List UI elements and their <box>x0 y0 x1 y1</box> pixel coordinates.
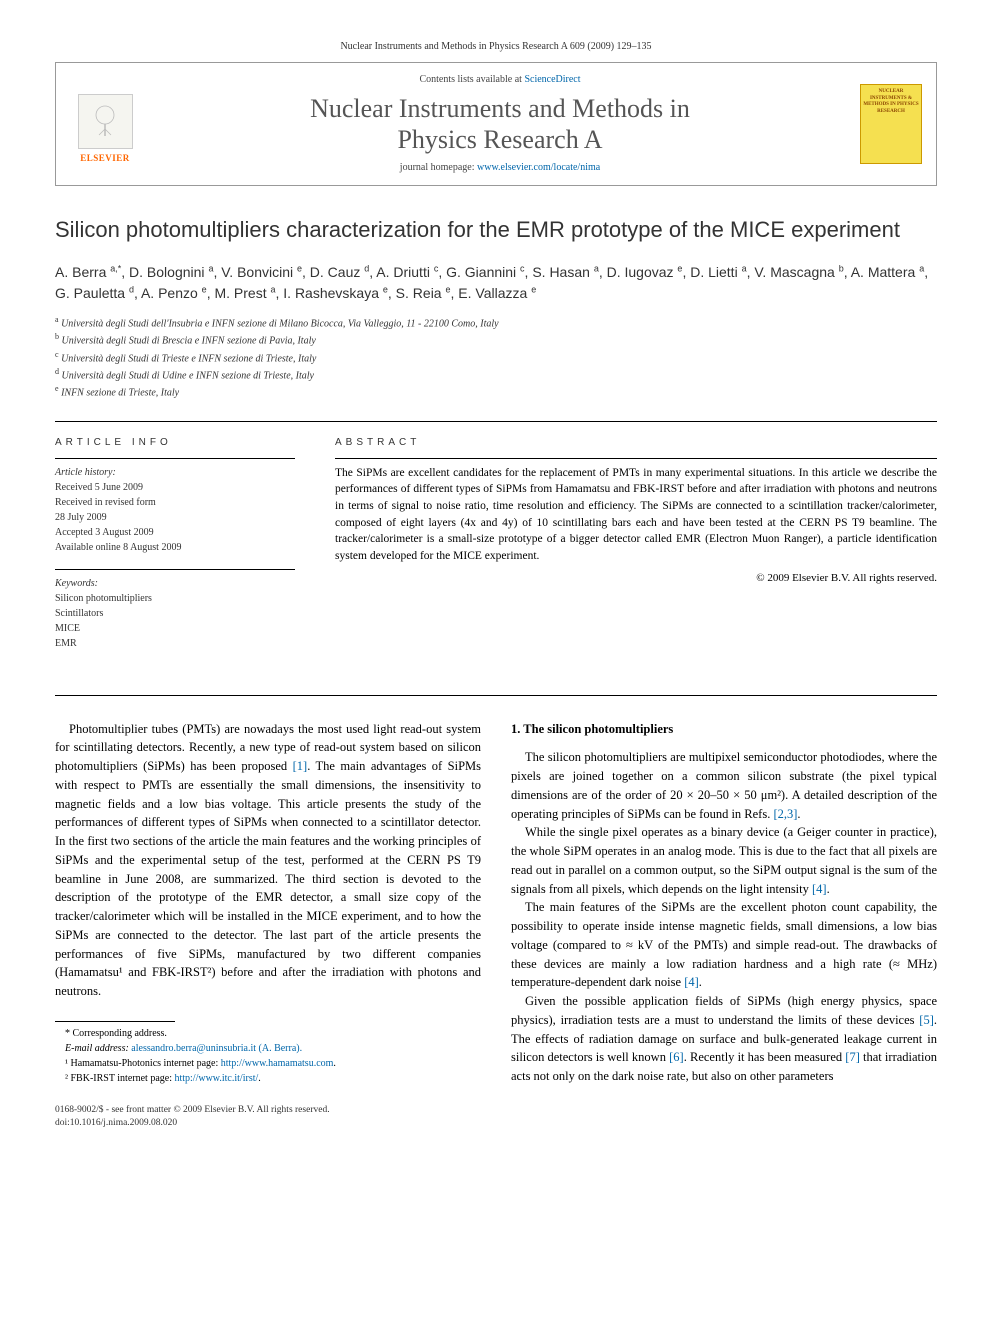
doi-line: doi:10.1016/j.nima.2009.08.020 <box>55 1117 481 1130</box>
article-info-heading: ARTICLE INFO <box>55 436 295 450</box>
keyword: EMR <box>55 636 295 651</box>
contents-available-line: Contents lists available at ScienceDirec… <box>140 73 860 87</box>
article-info-column: ARTICLE INFO Article history: Received 5… <box>55 436 295 665</box>
elsevier-tree-icon <box>78 94 133 149</box>
body-columns: Photomultiplier tubes (PMTs) are nowaday… <box>55 720 937 1131</box>
divider-mid <box>55 695 937 696</box>
abstract-text: The SiPMs are excellent candidates for t… <box>335 458 937 565</box>
abstract-copyright: © 2009 Elsevier B.V. All rights reserved… <box>335 571 937 586</box>
author-email-link[interactable]: alessandro.berra@uninsubria.it (A. Berra… <box>131 1043 302 1054</box>
elsevier-logo: ELSEVIER <box>70 84 140 164</box>
footnote-rule <box>55 1021 175 1022</box>
fn1-label: ¹ Hamamatsu-Photonics internet page: <box>65 1058 221 1069</box>
corresponding-author-note: * Corresponding address. <box>55 1026 481 1041</box>
email-footnote: E-mail address: alessandro.berra@uninsub… <box>55 1041 481 1056</box>
author-list: A. Berra a,*, D. Bolognini a, V. Bonvici… <box>55 262 937 304</box>
fn2-label: ² FBK-IRST internet page: <box>65 1073 174 1084</box>
section-1-p4: Given the possible application fields of… <box>511 992 937 1086</box>
journal-homepage-line: journal homepage: www.elsevier.com/locat… <box>140 161 860 175</box>
fbk-irst-link[interactable]: http://www.itc.it/irst/ <box>174 1073 258 1084</box>
sciencedirect-link[interactable]: ScienceDirect <box>524 74 580 85</box>
journal-homepage-link[interactable]: www.elsevier.com/locate/nima <box>477 162 600 173</box>
section-1-p3: The main features of the SiPMs are the e… <box>511 898 937 992</box>
keyword: Scintillators <box>55 606 295 621</box>
left-column: Photomultiplier tubes (PMTs) are nowaday… <box>55 720 481 1131</box>
abstract-heading: ABSTRACT <box>335 436 937 450</box>
running-header: Nuclear Instruments and Methods in Physi… <box>55 40 937 54</box>
article-title: Silicon photomultipliers characterizatio… <box>55 216 937 244</box>
issn-line: 0168-9002/$ - see front matter © 2009 El… <box>55 1104 481 1117</box>
journal-cover-thumbnail: NUCLEAR INSTRUMENTS & METHODS IN PHYSICS… <box>860 84 922 164</box>
keywords-block: Keywords: Silicon photomultipliers Scint… <box>55 569 295 651</box>
history-line: Accepted 3 August 2009 <box>55 525 295 540</box>
journal-name-line1: Nuclear Instruments and Methods in <box>310 94 690 123</box>
hamamatsu-link[interactable]: http://www.hamamatsu.com <box>221 1058 334 1069</box>
history-line: Available online 8 August 2009 <box>55 540 295 555</box>
journal-header-box: ELSEVIER Contents lists available at Sci… <box>55 62 937 186</box>
abstract-column: ABSTRACT The SiPMs are excellent candida… <box>335 436 937 665</box>
section-1-p2: While the single pixel operates as a bin… <box>511 823 937 898</box>
history-label: Article history: <box>55 465 295 480</box>
contents-prefix: Contents lists available at <box>419 74 524 85</box>
history-line: Received 5 June 2009 <box>55 480 295 495</box>
info-abstract-row: ARTICLE INFO Article history: Received 5… <box>55 436 937 665</box>
header-center: Contents lists available at ScienceDirec… <box>140 73 860 175</box>
history-line: 28 July 2009 <box>55 510 295 525</box>
article-history-block: Article history: Received 5 June 2009 Re… <box>55 458 295 555</box>
divider-top <box>55 421 937 422</box>
keywords-label: Keywords: <box>55 576 295 591</box>
intro-paragraph: Photomultiplier tubes (PMTs) are nowaday… <box>55 720 481 1001</box>
keyword: Silicon photomultipliers <box>55 591 295 606</box>
email-label: E-mail address: <box>65 1043 129 1054</box>
right-column: 1. The silicon photomultipliers The sili… <box>511 720 937 1131</box>
journal-name-line2: Physics Research A <box>397 125 602 154</box>
bottom-meta: 0168-9002/$ - see front matter © 2009 El… <box>55 1104 481 1131</box>
journal-name: Nuclear Instruments and Methods in Physi… <box>140 93 860 155</box>
section-1-title: 1. The silicon photomultipliers <box>511 720 937 739</box>
section-1-p1: The silicon photomultipliers are multipi… <box>511 748 937 823</box>
affiliations: a Università degli Studi dell'Insubria e… <box>55 314 937 401</box>
footnotes: * Corresponding address. E-mail address:… <box>55 1026 481 1086</box>
history-line: Received in revised form <box>55 495 295 510</box>
footnote-2: ² FBK-IRST internet page: http://www.itc… <box>55 1071 481 1086</box>
keyword: MICE <box>55 621 295 636</box>
elsevier-label: ELSEVIER <box>80 152 130 165</box>
footnote-1: ¹ Hamamatsu-Photonics internet page: htt… <box>55 1056 481 1071</box>
homepage-prefix: journal homepage: <box>400 162 477 173</box>
